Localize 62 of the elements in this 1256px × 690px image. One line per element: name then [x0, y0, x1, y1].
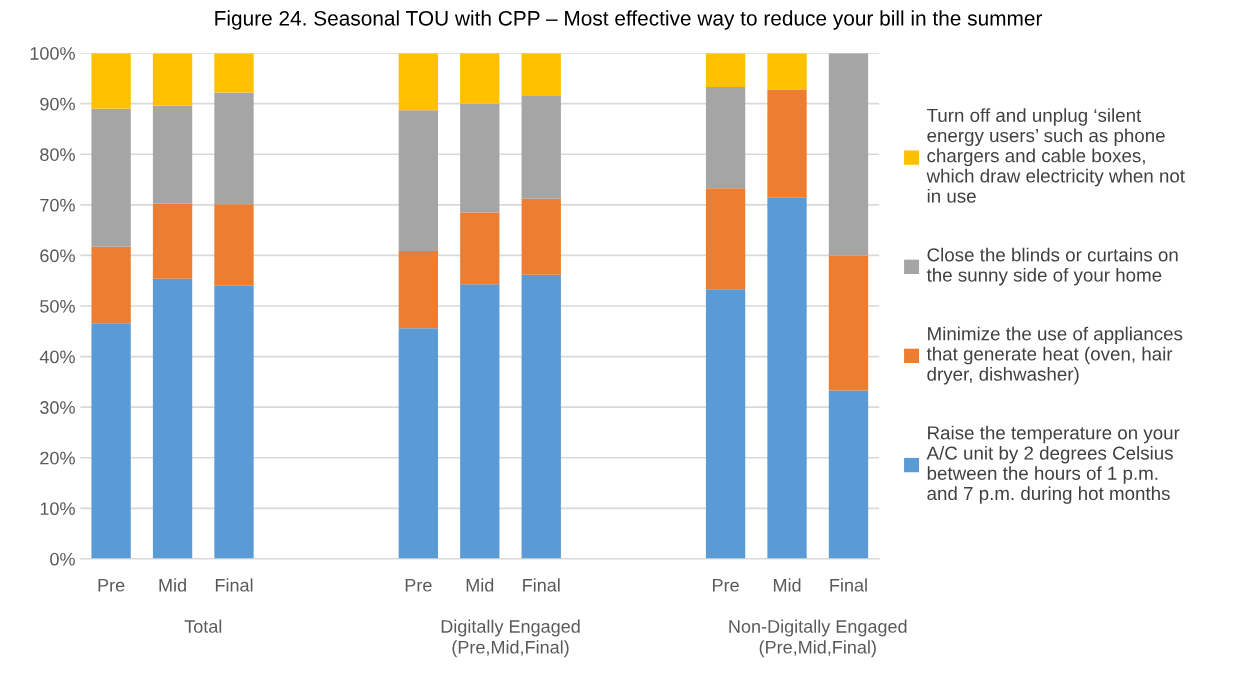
- bar: [828, 53, 869, 256]
- bar: [767, 53, 807, 90]
- text: Non-Digitally Engaged (Pre,Mid,Final): [729, 619, 907, 658]
- text: Digitally Engaged (Pre,Mid,Final): [441, 619, 580, 658]
- bar: [705, 188, 746, 290]
- legend-label: Raise the temperature on your A/C unit by 2 degrees Celsius between the hours of 1 p.m. and 7 p.m. during hot months: [926, 425, 1180, 504]
- y-tick-label: 40%: [39, 350, 75, 364]
- x-tick-label: Final: [830, 578, 867, 592]
- y-tick-label: 90%: [40, 97, 75, 111]
- bar: [152, 105, 193, 204]
- x-tick-label: Pre: [405, 579, 432, 592]
- bar: [705, 289, 746, 559]
- y-tick-label: 10%: [40, 502, 75, 516]
- text: Total: [184, 619, 222, 633]
- y-tick-label: 50%: [40, 299, 75, 313]
- x-tick-label: Final: [215, 578, 253, 592]
- bar: [152, 53, 193, 106]
- legend-label: Turn off and unplug ‘silent energy users’ such as phone chargers and cable boxes, which draw electricity when not in use: [926, 108, 1185, 203]
- bar: [460, 53, 500, 104]
- bar: [214, 285, 254, 559]
- y-tick-label: 80%: [40, 148, 75, 161]
- bar: [91, 53, 131, 109]
- bar: [828, 255, 869, 391]
- bar: [91, 108, 131, 247]
- bar: [767, 197, 807, 559]
- bar: [152, 278, 193, 559]
- legend-label: Minimize the use of appliances that generate heat (oven, hair dryer, dishwasher): [926, 326, 1183, 385]
- bar: [521, 53, 561, 97]
- bar: [705, 87, 746, 189]
- legend-label: Close the blinds or curtains on the sunny side of your home: [926, 247, 1178, 286]
- bar: [214, 53, 254, 93]
- bar: [91, 323, 131, 559]
- bar: [460, 284, 500, 559]
- bar: [91, 246, 131, 324]
- x-tick-label: Mid: [159, 578, 186, 592]
- chart-title: Figure 24. Seasonal TOU with CPP – Most effective way to reduce your bill in the summer: [215, 10, 1043, 30]
- bar: [705, 53, 746, 88]
- bar: [214, 204, 254, 286]
- bar: [398, 53, 439, 111]
- bar: [460, 212, 500, 285]
- bar: [521, 198, 561, 275]
- bar: [398, 110, 439, 251]
- x-tick-label: Mid: [773, 578, 801, 592]
- bar: [214, 92, 254, 205]
- bar: [152, 203, 193, 279]
- bar: [398, 250, 439, 329]
- x-tick-label: Final: [523, 578, 560, 592]
- y-tick-label: 100%: [30, 47, 75, 60]
- y-tick-label: 60%: [40, 249, 75, 263]
- y-tick-label: 70%: [40, 198, 75, 212]
- y-tick-label: 30%: [40, 401, 75, 414]
- bar: [521, 274, 561, 559]
- x-tick-label: Mid: [466, 578, 494, 592]
- y-tick-label: 20%: [40, 451, 75, 465]
- bar: [828, 390, 869, 559]
- bar: [767, 89, 807, 198]
- bar: [521, 96, 561, 199]
- x-tick-label: Pre: [98, 579, 125, 592]
- y-tick-label: 0%: [50, 552, 75, 566]
- x-tick-label: Pre: [713, 579, 739, 592]
- bar: [460, 103, 500, 213]
- bar: [398, 328, 439, 559]
